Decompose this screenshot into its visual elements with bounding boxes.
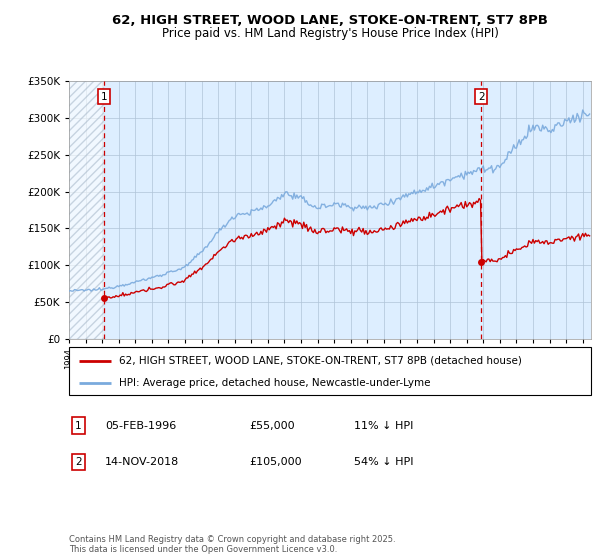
Text: 1: 1 (75, 421, 82, 431)
Text: 62, HIGH STREET, WOOD LANE, STOKE-ON-TRENT, ST7 8PB (detached house): 62, HIGH STREET, WOOD LANE, STOKE-ON-TRE… (119, 356, 521, 366)
Text: 2: 2 (75, 457, 82, 467)
Text: £105,000: £105,000 (249, 457, 302, 467)
Text: 54% ↓ HPI: 54% ↓ HPI (354, 457, 413, 467)
Text: 05-FEB-1996: 05-FEB-1996 (105, 421, 176, 431)
FancyBboxPatch shape (69, 347, 591, 395)
Text: Price paid vs. HM Land Registry's House Price Index (HPI): Price paid vs. HM Land Registry's House … (161, 27, 499, 40)
Bar (69, 81, 104, 339)
Text: £55,000: £55,000 (249, 421, 295, 431)
Text: Contains HM Land Registry data © Crown copyright and database right 2025.
This d: Contains HM Land Registry data © Crown c… (69, 535, 395, 554)
Text: 62, HIGH STREET, WOOD LANE, STOKE-ON-TRENT, ST7 8PB: 62, HIGH STREET, WOOD LANE, STOKE-ON-TRE… (112, 14, 548, 27)
Text: HPI: Average price, detached house, Newcastle-under-Lyme: HPI: Average price, detached house, Newc… (119, 378, 430, 388)
Text: 11% ↓ HPI: 11% ↓ HPI (354, 421, 413, 431)
Text: 14-NOV-2018: 14-NOV-2018 (105, 457, 179, 467)
Text: 2: 2 (478, 91, 484, 101)
Text: 1: 1 (100, 91, 107, 101)
